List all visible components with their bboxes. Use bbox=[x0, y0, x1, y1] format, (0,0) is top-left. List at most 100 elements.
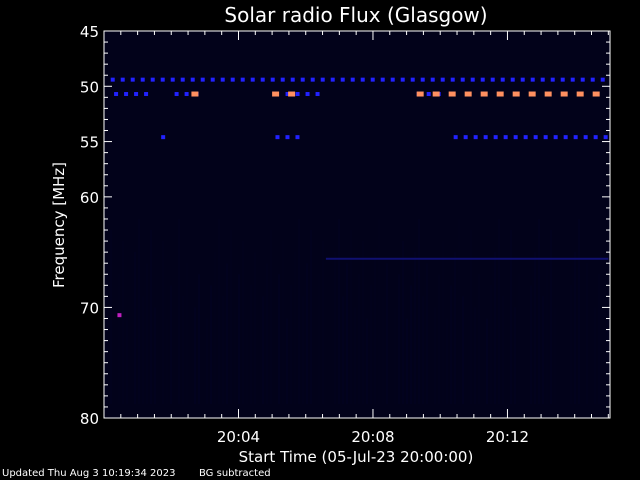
band-mark bbox=[560, 91, 568, 97]
band-mark bbox=[124, 92, 129, 97]
band-mark bbox=[134, 92, 139, 97]
band-mark bbox=[553, 135, 558, 140]
band-mark bbox=[470, 77, 475, 82]
band-mark bbox=[300, 77, 305, 82]
band-mark bbox=[270, 77, 275, 82]
band-mark bbox=[480, 77, 485, 82]
band-mark bbox=[180, 77, 185, 82]
band-mark bbox=[340, 77, 345, 82]
band-mark bbox=[500, 77, 505, 82]
band-mark bbox=[295, 135, 300, 140]
band-mark bbox=[295, 92, 300, 97]
band-mark bbox=[510, 77, 515, 82]
band-mark bbox=[305, 92, 310, 97]
band-mark bbox=[370, 77, 375, 82]
band-mark bbox=[350, 77, 355, 82]
band-mark bbox=[400, 77, 405, 82]
band-mark bbox=[464, 91, 472, 97]
band-mark bbox=[490, 77, 495, 82]
background-streaks bbox=[106, 218, 608, 404]
band-mark bbox=[570, 77, 575, 82]
band-mark bbox=[550, 77, 555, 82]
plot-frame bbox=[103, 30, 611, 419]
band-mark bbox=[590, 77, 595, 82]
band-mark bbox=[473, 135, 478, 140]
band-mark bbox=[528, 91, 536, 97]
band-mark bbox=[310, 77, 315, 82]
band-mark bbox=[493, 135, 498, 140]
band-mark bbox=[285, 92, 290, 97]
band-mark bbox=[533, 135, 538, 140]
band-mark bbox=[380, 77, 385, 82]
band-mark bbox=[503, 135, 508, 140]
band-mark bbox=[260, 77, 265, 82]
band-mark bbox=[530, 77, 535, 82]
band-mark bbox=[576, 91, 584, 97]
band-mark bbox=[540, 77, 545, 82]
band-mark bbox=[140, 77, 145, 82]
band-mark bbox=[463, 135, 468, 140]
band-mark bbox=[513, 135, 518, 140]
band-mark bbox=[200, 77, 205, 82]
band-mark bbox=[120, 77, 125, 82]
band-mark bbox=[230, 77, 235, 82]
band-mark bbox=[600, 77, 605, 82]
band-mark bbox=[320, 77, 325, 82]
band-mark bbox=[512, 91, 520, 97]
x-tick-label: 20:04 bbox=[217, 428, 260, 446]
footer-updated: Updated Thu Aug 3 10:19:34 2023 bbox=[2, 468, 176, 479]
band-mark bbox=[117, 313, 122, 318]
band-mark bbox=[580, 77, 585, 82]
band-mark bbox=[130, 77, 135, 82]
band-mark bbox=[360, 77, 365, 82]
band-mark bbox=[191, 91, 199, 97]
band-mark bbox=[520, 77, 525, 82]
x-axis-label: Start Time (05-Jul-23 20:00:00) bbox=[239, 448, 474, 466]
plot-area bbox=[104, 31, 610, 418]
band-mark bbox=[560, 77, 565, 82]
x-tick-label: 20:12 bbox=[486, 428, 529, 446]
band-mark bbox=[170, 77, 175, 82]
band-mark bbox=[453, 135, 458, 140]
band-mark bbox=[330, 77, 335, 82]
band-mark bbox=[573, 135, 578, 140]
band-mark bbox=[144, 92, 149, 97]
y-tick-label: 55 bbox=[80, 134, 99, 152]
band-mark bbox=[592, 91, 600, 97]
band-mark bbox=[285, 135, 290, 140]
band-mark bbox=[410, 77, 415, 82]
axes: 45 50 55 60 70 80 20:04 20:08 20:12 bbox=[80, 23, 611, 446]
band-mark bbox=[150, 77, 155, 82]
y-axis-label: Frequency [MHz] bbox=[50, 162, 68, 288]
chart-title: Solar radio Flux (Glasgow) bbox=[224, 3, 487, 27]
band-mark bbox=[325, 257, 609, 260]
band-mark bbox=[315, 92, 320, 97]
band-mark bbox=[416, 91, 424, 97]
band-mark bbox=[440, 77, 445, 82]
band-mark bbox=[448, 91, 456, 97]
band-mark bbox=[220, 77, 225, 82]
y-tick-label: 60 bbox=[80, 189, 99, 207]
emission-bands bbox=[110, 77, 609, 318]
band-mark bbox=[250, 77, 255, 82]
band-mark bbox=[272, 91, 280, 97]
band-mark bbox=[290, 77, 295, 82]
footer-bg-note: BG subtracted bbox=[199, 468, 271, 479]
band-mark bbox=[543, 135, 548, 140]
band-mark bbox=[240, 77, 245, 82]
band-mark bbox=[114, 92, 119, 97]
band-mark bbox=[190, 77, 195, 82]
band-mark bbox=[593, 135, 598, 140]
band-mark bbox=[288, 91, 296, 97]
band-mark bbox=[483, 135, 488, 140]
band-mark bbox=[110, 77, 115, 82]
band-mark bbox=[210, 77, 215, 82]
band-mark bbox=[583, 135, 588, 140]
band-mark bbox=[390, 77, 395, 82]
band-mark bbox=[544, 91, 552, 97]
band-mark bbox=[161, 135, 166, 140]
band-mark bbox=[280, 77, 285, 82]
band-mark bbox=[430, 77, 435, 82]
y-tick-label: 70 bbox=[80, 299, 99, 317]
